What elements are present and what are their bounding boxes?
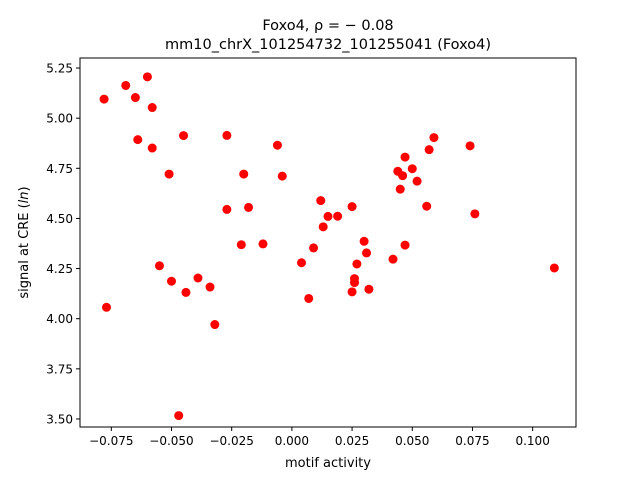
data-point — [316, 196, 326, 206]
data-point — [400, 152, 410, 162]
chart-title-line2: mm10_chrX_101254732_101255041 (Foxo4) — [165, 37, 491, 53]
data-point — [395, 184, 405, 194]
data-point — [333, 211, 343, 221]
data-point — [147, 103, 157, 113]
y-tick-label: 4.00 — [46, 312, 73, 326]
data-point — [101, 302, 111, 312]
data-point — [549, 263, 559, 273]
data-point — [429, 133, 439, 143]
data-point — [352, 259, 362, 269]
x-tick-label: 0.000 — [275, 434, 309, 448]
data-point — [347, 202, 357, 212]
x-tick-label: 0.025 — [335, 434, 369, 448]
chart-title-line1: Foxo4, ρ = − 0.08 — [262, 18, 393, 34]
y-tick-label: 3.50 — [46, 412, 73, 426]
data-points — [99, 72, 559, 421]
data-point — [258, 239, 268, 249]
data-point — [133, 135, 143, 145]
data-point — [179, 131, 189, 141]
data-point — [142, 72, 152, 82]
x-tick-label: 0.050 — [395, 434, 429, 448]
y-axis-ticks: 3.50 3.75 4.00 4.25 4.50 4.75 5.00 5.25 — [46, 62, 80, 426]
data-point — [244, 202, 254, 212]
data-point — [99, 94, 109, 104]
y-tick-label: 4.50 — [46, 212, 73, 226]
x-tick-label: 0.100 — [515, 434, 549, 448]
data-point — [359, 236, 369, 246]
data-point — [222, 204, 232, 214]
data-point — [412, 176, 422, 186]
data-point — [424, 145, 434, 155]
data-point — [400, 240, 410, 250]
x-axis-label: motif activity — [285, 456, 371, 471]
y-tick-label: 5.00 — [46, 112, 73, 126]
x-axis-ticks: −0.075 −0.050 −0.025 0.000 0.025 0.050 0.075 0.… — [89, 427, 550, 448]
plot-area-frame — [79, 57, 577, 428]
data-point — [388, 254, 398, 264]
y-tick-label: 4.75 — [46, 162, 73, 176]
x-tick-label: 0.075 — [455, 434, 489, 448]
data-point — [277, 171, 287, 181]
data-point — [297, 258, 307, 268]
data-point — [422, 201, 432, 211]
x-tick-label: −0.075 — [89, 434, 133, 448]
data-point — [407, 164, 417, 174]
data-point — [210, 320, 220, 330]
data-point — [272, 140, 282, 150]
data-point — [309, 243, 319, 253]
y-tick-label: 5.25 — [46, 62, 73, 76]
y-tick-label: 4.25 — [46, 262, 73, 276]
x-tick-label: −0.025 — [209, 434, 253, 448]
data-point — [181, 287, 191, 297]
data-point — [193, 273, 203, 283]
y-axis-label: signal at CRE (ln) — [17, 186, 32, 298]
data-point — [465, 141, 475, 151]
data-point — [205, 282, 215, 292]
data-point — [349, 274, 359, 284]
y-tick-label: 3.75 — [46, 362, 73, 376]
data-point — [318, 222, 328, 232]
data-point — [239, 169, 249, 179]
data-point — [364, 284, 374, 294]
data-point — [470, 209, 480, 219]
data-point — [304, 293, 314, 303]
x-tick-label: −0.050 — [149, 434, 193, 448]
data-point — [121, 80, 131, 90]
data-point — [362, 248, 372, 258]
data-point — [236, 240, 246, 250]
data-point — [323, 211, 333, 221]
data-point — [222, 130, 232, 140]
data-point — [166, 276, 176, 286]
data-point — [164, 169, 174, 179]
data-point — [347, 287, 357, 297]
data-point — [154, 261, 164, 271]
data-point — [398, 171, 408, 181]
data-point — [174, 411, 184, 421]
data-point — [130, 93, 140, 103]
data-point — [147, 143, 157, 153]
